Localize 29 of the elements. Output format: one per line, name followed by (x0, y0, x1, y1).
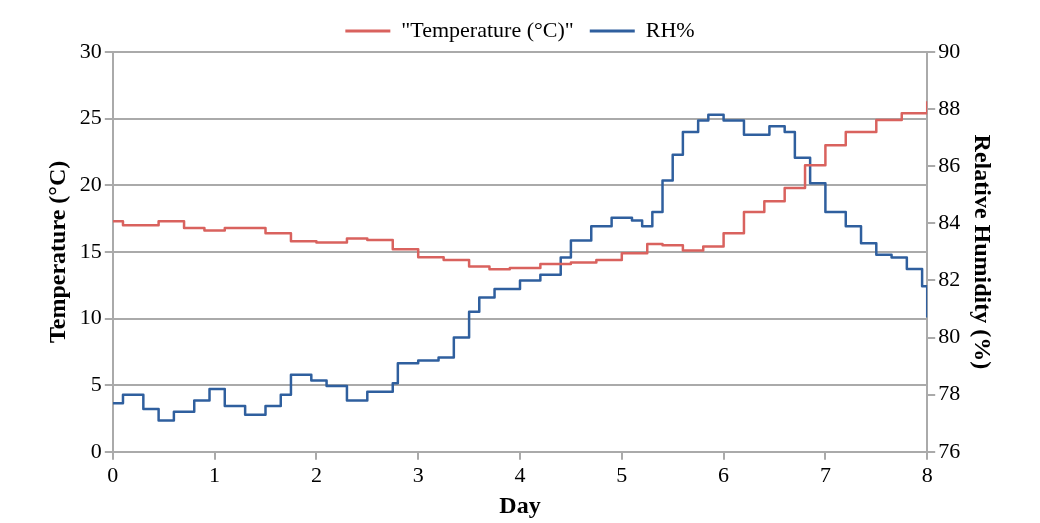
x-tick-label: 1 (209, 461, 221, 487)
y2-tick-label: 86 (938, 152, 961, 178)
x-tick-label: 3 (412, 461, 424, 487)
y-tick-label: 5 (90, 370, 102, 396)
y2-tick-label: 76 (938, 437, 961, 463)
x-tick-label: 2 (310, 461, 322, 487)
x-tick-label: 0 (107, 461, 119, 487)
y2-axis-title: Relative Humidity (%) (970, 134, 997, 370)
legend-label: "Temperature (°C)" (401, 16, 574, 42)
y-tick-label: 25 (79, 104, 102, 130)
x-tick-label: 5 (616, 461, 628, 487)
y-tick-label: 20 (79, 171, 102, 197)
y2-tick-label: 78 (938, 380, 961, 406)
y2-tick-label: 88 (938, 94, 961, 120)
x-tick-label: 6 (718, 461, 730, 487)
y-axis-title: Temperature (°C) (43, 160, 70, 344)
x-tick-label: 7 (819, 461, 831, 487)
x-tick-label: 4 (514, 461, 526, 487)
y2-tick-label: 82 (938, 266, 961, 292)
y2-tick-label: 80 (938, 323, 961, 349)
y2-tick-label: 90 (938, 37, 961, 63)
x-tick-label: 8 (921, 461, 933, 487)
y-tick-label: 10 (79, 304, 102, 330)
y-tick-label: 30 (79, 37, 102, 63)
y-tick-label: 0 (90, 437, 102, 463)
legend-label: RH% (645, 16, 695, 42)
x-axis-title: Day (499, 491, 541, 518)
y-tick-label: 15 (79, 237, 102, 263)
y2-tick-label: 84 (938, 209, 961, 235)
